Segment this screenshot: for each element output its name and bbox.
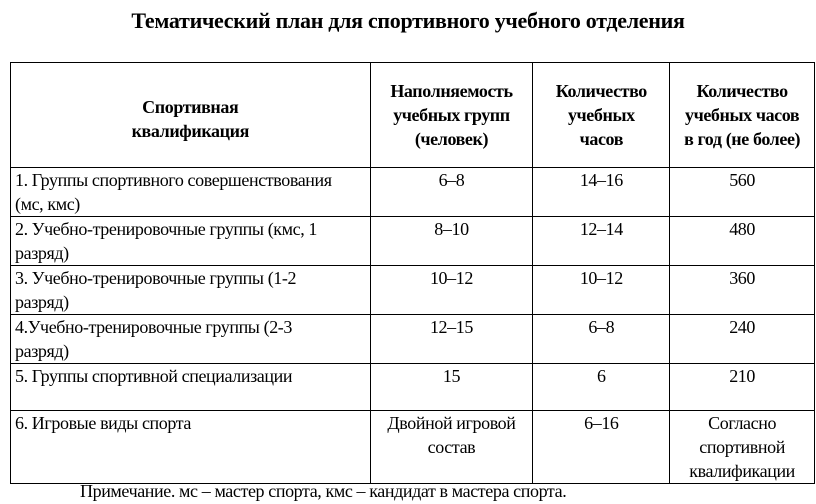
table-row: 5. Группы спортивной специализации 15 6 210 [10, 363, 815, 411]
table-row: 4.Учебно-тренировочные группы (2-3 разря… [10, 314, 815, 364]
cell-qualification: 2. Учебно-тренировочные группы (кмс, 1 р… [10, 216, 371, 266]
cell-hours-per-year: 480 [669, 216, 815, 266]
cell-qualification: 3. Учебно-тренировочные группы (1-2 разр… [10, 265, 371, 315]
cell-qualification: 1. Группы спортивного совершенствования … [10, 167, 371, 217]
header-qualification: Спортивная квалификация [10, 62, 371, 168]
cell-qualification: 5. Группы спортивной специализации [10, 363, 371, 411]
cell-hours-per-year: 360 [669, 265, 815, 315]
cell-hours: 6–16 [532, 410, 671, 484]
cell-hours: 10–12 [532, 265, 671, 315]
cell-hours-per-year: 210 [669, 363, 815, 411]
header-hours-per-year: Количество учебных часов в год (не более… [669, 62, 815, 168]
table-row: 1. Группы спортивного совершенствования … [10, 167, 815, 217]
cell-group-size: Двойной игровой состав [369, 410, 534, 484]
cell-hours-per-year: Согласно спортивной квалификации [669, 410, 815, 484]
cell-group-size: 12–15 [369, 314, 534, 364]
header-hours: Количество учебных часов [532, 62, 671, 168]
cell-hours-per-year: 560 [669, 167, 815, 217]
cell-hours: 12–14 [532, 216, 671, 266]
cell-qualification: 6. Игровые виды спорта [10, 410, 371, 484]
table-header-row: Спортивная квалификация Наполняемость уч… [10, 62, 815, 168]
table-row: 3. Учебно-тренировочные группы (1-2 разр… [10, 265, 815, 315]
page-title: Тематический план для спортивного учебно… [131, 8, 685, 33]
footnote: Примечание. мс – мастер спорта, кмс – ка… [80, 481, 567, 501]
cell-hours: 6 [532, 363, 671, 411]
cell-hours: 14–16 [532, 167, 671, 217]
header-group-size: Наполняемость учебных групп (человек) [369, 62, 534, 168]
cell-group-size: 10–12 [369, 265, 534, 315]
cell-qualification: 4.Учебно-тренировочные группы (2-3 разря… [10, 314, 371, 364]
table-row: 6. Игровые виды спорта Двойной игровой со… [10, 410, 815, 484]
cell-group-size: 6–8 [369, 167, 534, 217]
table-row: 2. Учебно-тренировочные группы (кмс, 1 р… [10, 216, 815, 266]
cell-hours-per-year: 240 [669, 314, 815, 364]
cell-hours: 6–8 [532, 314, 671, 364]
thematic-plan-table: Спортивная квалификация Наполняемость уч… [10, 62, 815, 484]
cell-group-size: 15 [369, 363, 534, 411]
cell-group-size: 8–10 [369, 216, 534, 266]
